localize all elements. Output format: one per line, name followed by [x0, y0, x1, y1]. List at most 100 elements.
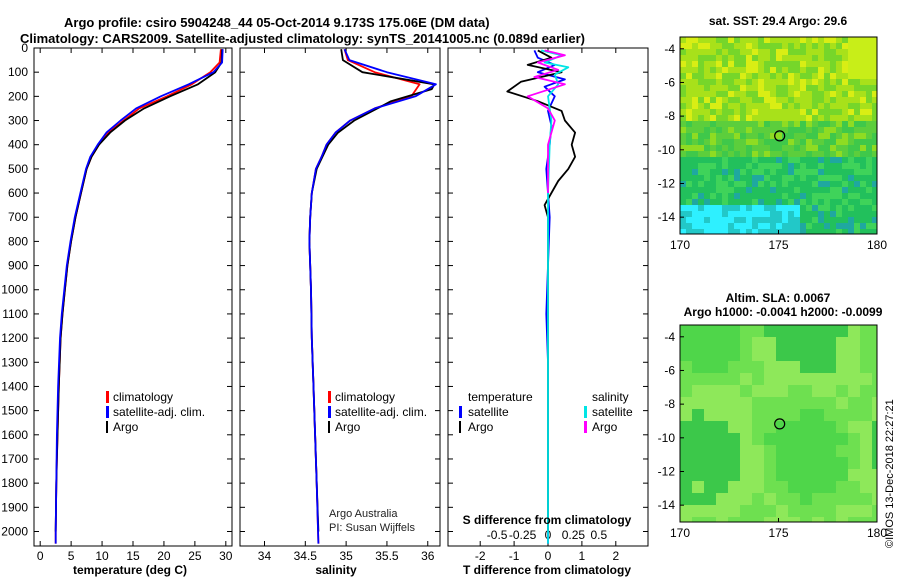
x-tick-label: 0: [545, 549, 552, 563]
map-cell: [788, 103, 794, 109]
map-cell: [764, 433, 776, 445]
map-cell: [788, 373, 800, 385]
map-cell: [842, 211, 848, 217]
map-cell: [836, 37, 842, 43]
map-cell: [728, 145, 734, 151]
map-cell: [740, 457, 752, 469]
map-cell: [728, 115, 734, 121]
map-cell: [758, 85, 764, 91]
map-cell: [866, 193, 872, 199]
map-cell: [872, 211, 877, 217]
map-cell: [872, 109, 877, 115]
map-cell: [848, 97, 854, 103]
map-cell: [752, 133, 758, 139]
map-cell: [818, 73, 824, 79]
series-line-satellite-adj-clim-: [54, 49, 224, 544]
map-cell: [818, 193, 824, 199]
map-cell: [752, 73, 758, 79]
map-cell: [686, 193, 692, 199]
map-cell: [872, 223, 877, 229]
map-cell: [824, 79, 830, 85]
map-cell: [752, 445, 764, 457]
map-cell: [860, 361, 872, 373]
map-cell: [824, 139, 830, 145]
map-cell: [836, 223, 842, 229]
map-cell: [740, 217, 746, 223]
map-cell: [698, 85, 704, 91]
map-cell: [872, 115, 877, 121]
map-cell: [716, 211, 722, 217]
map-cell: [842, 85, 848, 91]
map-cell: [776, 385, 788, 397]
map-cell: [746, 229, 752, 234]
map-cell: [686, 139, 692, 145]
legend-marker-argo: [328, 421, 330, 433]
map-cell: [704, 175, 710, 181]
map-cell: [782, 109, 788, 115]
map-cell: [866, 73, 872, 79]
map-cell: [728, 109, 734, 115]
map-cell: [686, 73, 692, 79]
map-cell: [800, 91, 806, 97]
map-cell: [824, 337, 836, 349]
map-cell: [818, 211, 824, 217]
map-cell: [746, 109, 752, 115]
legend-marker-climatology: [106, 391, 109, 403]
map-cell: [680, 127, 686, 133]
map-cell: [734, 151, 740, 157]
map-cell: [812, 337, 824, 349]
map-cell: [788, 469, 800, 481]
map-cell: [716, 169, 722, 175]
map-cell: [794, 55, 800, 61]
map-cell: [824, 385, 836, 397]
map-cell: [686, 91, 692, 97]
map-cell: [842, 145, 848, 151]
map-cell: [716, 457, 728, 469]
map-cell: [836, 385, 848, 397]
map-cell: [830, 133, 836, 139]
map-cell: [800, 163, 806, 169]
lon-tick-label: 180: [867, 526, 887, 540]
map-cell: [680, 61, 686, 67]
map-cell: [806, 205, 812, 211]
map-cell: [752, 97, 758, 103]
map-cell: [770, 121, 776, 127]
map-cell: [812, 373, 824, 385]
map-cell: [872, 157, 877, 163]
map-cell: [686, 37, 692, 43]
map-cell: [800, 133, 806, 139]
map-cell: [800, 211, 806, 217]
map-cell: [728, 385, 740, 397]
map-cell: [866, 91, 872, 97]
map-cell: [722, 187, 728, 193]
map-cell: [722, 91, 728, 97]
map-cell: [704, 163, 710, 169]
map-cell: [680, 103, 686, 109]
temperature-axis-label: temperature (deg C): [73, 563, 187, 577]
map-cell: [680, 109, 686, 115]
map-cell: [872, 193, 877, 199]
map-cell: [872, 37, 877, 43]
map-cell: [752, 337, 764, 349]
map-cell: [794, 205, 800, 211]
map-cell: [764, 481, 776, 493]
map-cell: [866, 139, 872, 145]
credit-pi: PI: Susan Wijffels: [329, 522, 415, 534]
map-cell: [836, 103, 842, 109]
x-tick-label: -2: [475, 549, 486, 563]
map-cell: [692, 481, 704, 493]
map-cell: [860, 151, 866, 157]
map-cell: [818, 79, 824, 85]
map-cell: [734, 175, 740, 181]
map-cell: [872, 187, 877, 193]
map-cell: [758, 115, 764, 121]
map-cell: [836, 469, 848, 481]
map-cell: [752, 361, 764, 373]
map-cell: [806, 109, 812, 115]
map-cell: [836, 145, 842, 151]
map-cell: [794, 133, 800, 139]
map-cell: [698, 169, 704, 175]
map-cell: [866, 67, 872, 73]
map-cell: [680, 421, 692, 433]
map-cell: [812, 43, 818, 49]
